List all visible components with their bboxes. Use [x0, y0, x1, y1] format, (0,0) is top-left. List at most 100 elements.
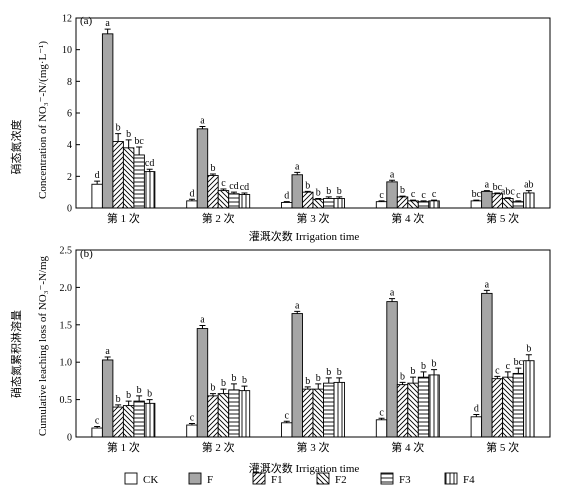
panel-b-sig-label: b [221, 378, 226, 389]
panel-b-sig-label: b [147, 389, 152, 400]
panel-b-bar-f3 [323, 382, 335, 438]
panel-b-bar-f3 [133, 400, 145, 438]
panel-b-category-label: 第 1 次 [107, 440, 140, 454]
panel-b-bar-f3 [512, 372, 525, 438]
panel-b-sig-label: b [242, 375, 247, 386]
panel-a-bar-f1 [396, 196, 409, 209]
panel-a-sig-label: cd [240, 182, 249, 193]
legend-swatch-f1 [252, 472, 266, 485]
panel-a-sig-label: b [305, 180, 310, 191]
panel-b-bar-f1 [491, 378, 504, 438]
legend-label-f: F [207, 474, 213, 486]
panel-a-sig-label: abc [501, 187, 515, 198]
panel-a-bar-ck [470, 200, 483, 209]
panel-b-sig-label: b [316, 373, 321, 384]
panel-a-sig-label: c [379, 190, 384, 201]
panel-b-error-bar [94, 426, 101, 429]
panel-b-bar-ck [186, 424, 198, 438]
panel-b-bar-f4 [523, 360, 535, 438]
panel-a-sig-label: a [390, 169, 395, 180]
panel-b-sig-label: c [495, 365, 500, 376]
panel-b-bar-f [196, 328, 209, 438]
panel-a-error-bar [504, 197, 511, 199]
panel-b-bar-f3 [417, 376, 430, 438]
panel-a-bar-f [481, 190, 493, 209]
panel-a-error-bar [473, 199, 480, 201]
panel-a-ytick-label: 10 [62, 45, 72, 56]
panel-a-bar-ck [375, 201, 388, 209]
panel-b-sig-label: b [400, 371, 405, 382]
panel-b-sig-label: a [485, 279, 490, 290]
panel-b-plot-frame [75, 249, 551, 438]
panel-a-ytick-label: 12 [62, 14, 72, 25]
panel-b-bar-f2 [122, 405, 135, 438]
panel-a-sig-label: d [95, 170, 100, 181]
panel-a-bar-f [386, 181, 398, 209]
panel-a-sig-label: a [105, 18, 110, 29]
panel-b-error-bar [304, 386, 311, 390]
panel-a-sig-label: bc [472, 189, 482, 200]
legend-swatch-ck [124, 472, 138, 485]
panel-a-sig-label: cd [145, 158, 154, 169]
panel-a-bar-f4 [238, 194, 251, 209]
panel-a-error-bar [420, 200, 427, 202]
legend-swatch-f3 [380, 472, 394, 485]
panel-a-bar-ck [91, 183, 103, 209]
panel-a-bar-f3 [417, 201, 430, 209]
panel-a-error-bar [378, 200, 385, 202]
panel-b-error-bar [525, 354, 532, 361]
panel-b-ytick-label: 0 [67, 433, 72, 444]
panel-a-sig-label: b [210, 163, 215, 174]
panel-b-sig-label: b [337, 367, 342, 378]
panel-b-category-label: 第 5 次 [486, 440, 519, 454]
panel-b-bar-ck [375, 419, 388, 438]
panel-a-error-bar [410, 199, 417, 201]
panel-b-error-bar [420, 371, 427, 378]
panel-a-error-bar [241, 192, 248, 195]
panel-b-error-bar [241, 385, 248, 391]
panel-a-error-bar [104, 28, 111, 34]
panel-b-error-bar [104, 356, 111, 360]
panel-a-sig-label: c [411, 189, 416, 200]
panel-b-error-bar [146, 399, 153, 404]
panel-b-error-bar [136, 395, 143, 402]
panel-a-sig-label: b [337, 186, 342, 197]
panel-a-sig-label: b [316, 188, 321, 199]
panel-b-bar-f [481, 292, 493, 438]
panel-b-bar-ck [91, 427, 103, 438]
panel-b-sig-label: b [231, 373, 236, 384]
panel-b-bar-f2 [312, 388, 324, 438]
panel-a-category-label: 第 5 次 [486, 211, 519, 225]
panel-b-sig-label: b [411, 366, 416, 377]
panel-b-bar-f [291, 313, 303, 438]
panel-b-sig-label: a [295, 300, 300, 311]
panel-b-bar-f2 [217, 393, 230, 438]
panel-a-chart: (a) 硝态氮浓度 Concentration of NO₃⁻-N/(mg·L⁻… [9, 14, 551, 243]
panel-b-ylabel-en: Cumulative leaching loss of NO₃⁻-N/mg [37, 255, 49, 436]
panel-b-ytick-label: 2.5 [60, 246, 73, 257]
panel-b-error-bar [220, 388, 227, 394]
panel-a-bar-f2 [502, 198, 514, 209]
panel-b-category-label: 第 3 次 [297, 440, 330, 454]
panel-b-error-bar [188, 423, 195, 426]
panel-b-error-bar [336, 377, 343, 383]
panel-a-bar-f3 [133, 154, 145, 209]
panel-a-sig-label: b [116, 123, 121, 134]
legend-label-f4: F4 [463, 474, 475, 486]
panel-a-sig-label: b [126, 129, 131, 140]
panel-a-bar-f [291, 174, 303, 209]
panel-b-sig-label: b [116, 394, 121, 405]
panel-a-bar-f4 [523, 192, 535, 209]
panel-b-bar-f4 [238, 390, 251, 438]
panel-a-error-bar [125, 139, 132, 148]
panel-b-sig-label: b [305, 376, 310, 387]
panel-a-ylabel-en: Concentration of NO₃⁻-N/(mg·L⁻¹) [37, 41, 49, 199]
panel-b-error-bar [389, 298, 396, 302]
panel-a-bar-f3 [323, 198, 335, 209]
legend-label-f2: F2 [335, 474, 347, 486]
panel-a-sig-label: a [200, 115, 205, 126]
legend: CK F F1 F2 F3 F4 [124, 472, 475, 486]
panel-a-error-bar [146, 168, 153, 172]
panel-a-bar-f [101, 33, 114, 209]
panel-b-sig-label: b [126, 390, 131, 401]
